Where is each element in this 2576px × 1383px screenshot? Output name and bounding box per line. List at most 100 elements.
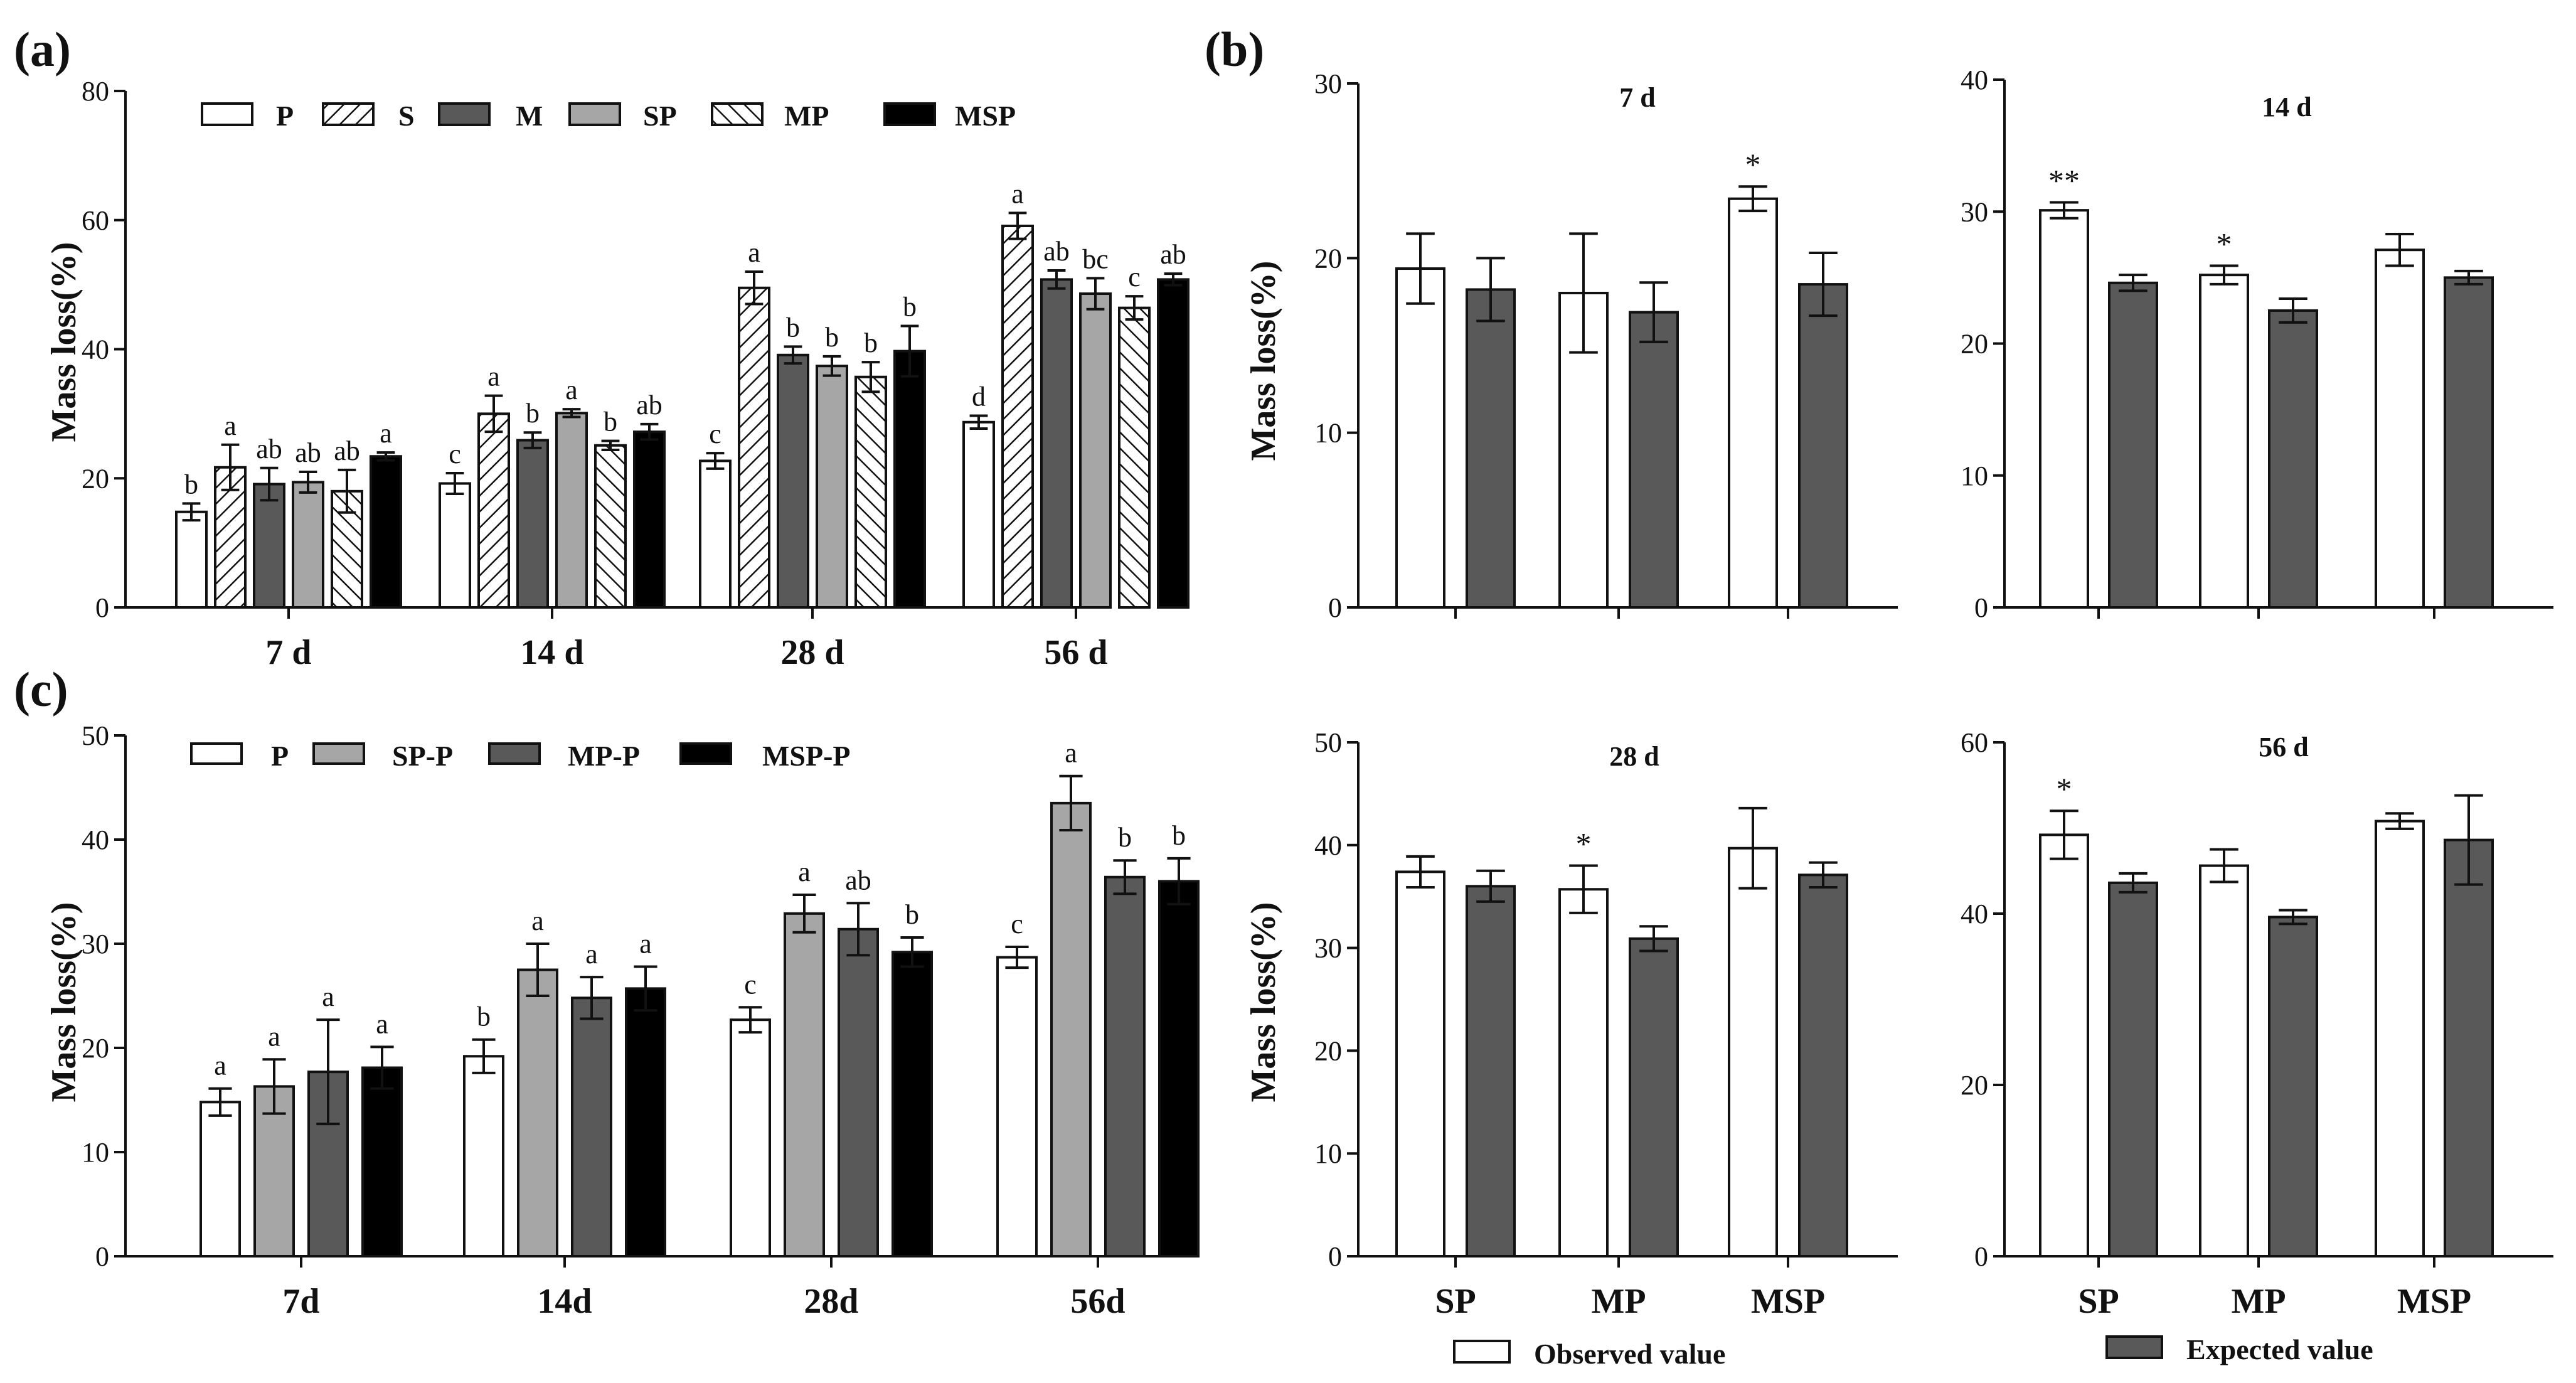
sig-letter-a-s-28-d: a: [748, 237, 760, 268]
sig-letter-c-p-7d: a: [214, 1050, 226, 1081]
y-tick-label-b1-30: 30: [1314, 68, 1342, 99]
bar-a-p-7-d: [175, 510, 208, 609]
bar-c-p-14d: [463, 1055, 504, 1258]
y-tick-label-b2-0: 0: [1974, 592, 1988, 623]
bar-b4-expected-value-sp: [2108, 881, 2158, 1258]
y-tick-label-b3-0: 0: [1328, 1241, 1342, 1272]
x-tick-label-b4-mp: MP: [2231, 1282, 2286, 1321]
bar-b4-expected-value-mp: [2268, 916, 2318, 1258]
y-tick-label-b4-60: 60: [1961, 727, 1988, 758]
bar-a-s-28-d: [738, 286, 770, 609]
sig-letter-a-sp-56-d: bc: [1082, 243, 1109, 274]
legend-swatch-observed: [1453, 1340, 1511, 1364]
panel-label-b: (b): [1205, 22, 1264, 77]
subplot-title-14d: 14 d: [2262, 92, 2311, 122]
bar-a-sp-56-d: [1079, 292, 1112, 609]
y-tick-label-c-40: 40: [82, 825, 109, 855]
legend-swatch-m: [438, 102, 491, 126]
sig-star-b2-observed-value-mp: *: [2217, 226, 2232, 261]
legend-label-msp-p: MSP-P: [762, 740, 851, 772]
legend-label-m: M: [516, 100, 543, 132]
bar-b3-observed-value-msp: [1728, 846, 1778, 1258]
legend-a: P S M SP MP MSP: [201, 100, 1016, 132]
bar-a-msp-7-d: [370, 455, 402, 609]
x-tick-label-b4-msp: MSP: [2397, 1282, 2471, 1321]
legend-label-mp-p: MP-P: [568, 740, 640, 772]
bar-b3-expected-value-msp: [1798, 873, 1848, 1258]
bar-c-sp-p-56d: [1050, 801, 1092, 1258]
sig-letter-a-m-56-d: ab: [1043, 236, 1070, 267]
sig-letter-c-mp-p-28d: ab: [845, 865, 871, 895]
sig-letter-c-msp-p-7d: a: [376, 1008, 388, 1039]
sig-star-b1-observed-value-msp: *: [1745, 147, 1761, 182]
y-axis-label-c: Mass loss(%): [45, 902, 83, 1103]
sig-letter-c-sp-p-56d: a: [1065, 738, 1077, 769]
y-axis-label-a: Mass loss(%): [45, 242, 83, 442]
chart-panel-b: (b) 7 d 14 d 28 d 56 d Mass loss(%) Mass…: [1205, 22, 2553, 1370]
bar-c-msp-p-7d: [361, 1066, 403, 1258]
y-tick-label-a-20: 20: [82, 463, 109, 494]
bar-b1-expected-value-sp: [1466, 288, 1516, 609]
y-tick-label-c-10: 10: [82, 1137, 109, 1168]
bar-b2-observed-value-sp: [2039, 209, 2089, 609]
subplot-title-7d: 7 d: [1619, 82, 1655, 113]
sig-letter-a-p-7-d: b: [184, 469, 198, 499]
bar-b1-observed-value-sp: [1395, 267, 1445, 609]
y-tick-label-b1-0: 0: [1328, 592, 1342, 623]
bar-b4-observed-value-sp: [2039, 833, 2089, 1258]
sig-letter-a-mp-28-d: b: [864, 328, 878, 358]
bar-b4-expected-value-msp: [2444, 838, 2494, 1258]
bar-a-msp-14-d: [633, 430, 666, 609]
chart-panel-a: (a) Mass loss(%) P S M SP MP MSP 0 20 40 60…: [14, 22, 1190, 672]
x-tick-label-b3-sp: SP: [1435, 1282, 1476, 1321]
legend-swatch-expected: [2105, 1335, 2163, 1359]
y-tick-label-a-40: 40: [82, 334, 109, 365]
sig-letter-c-p-56d: c: [1011, 909, 1023, 939]
bar-a-sp-14-d: [555, 412, 588, 609]
subplot-title-28d: 28 d: [1609, 741, 1659, 772]
legend-label-expected: Expected value: [2186, 1333, 2373, 1365]
sig-letter-a-sp-7-d: ab: [295, 437, 321, 468]
sig-letter-c-p-14d: b: [477, 1001, 491, 1032]
bar-c-mp-p-28d: [838, 927, 879, 1258]
bar-a-m-14-d: [516, 439, 549, 609]
legend-swatch-mp: [711, 102, 764, 126]
bar-a-p-56-d: [962, 420, 995, 609]
sig-letter-a-p-14-d: c: [449, 439, 461, 469]
legend-swatch-s: [322, 102, 375, 126]
legend-label-msp: MSP: [955, 100, 1016, 132]
bar-b2-expected-value-sp: [2108, 281, 2158, 609]
y-tick-label-b4-40: 40: [1961, 899, 1988, 929]
y-tick-label-a-80: 80: [82, 76, 109, 107]
sig-letter-a-m-7-d: ab: [256, 434, 282, 464]
y-tick-label-c-0: 0: [95, 1241, 109, 1272]
sig-letter-c-msp-p-28d: b: [905, 899, 919, 930]
bar-a-p-28-d: [699, 459, 732, 609]
legend-label-sp: SP: [643, 100, 677, 132]
sig-letter-a-s-56-d: a: [1011, 178, 1024, 209]
x-tick-label-a-7-d: 7 d: [265, 633, 311, 672]
legend-swatch-p: [190, 742, 243, 765]
sig-letter-c-p-28d: c: [744, 969, 757, 1000]
y-tick-label-b3-20: 20: [1314, 1035, 1342, 1066]
bar-a-mp-14-d: [594, 444, 627, 609]
sig-letter-c-mp-p-7d: a: [322, 981, 334, 1012]
sig-star-b4-observed-value-sp: *: [2057, 771, 2072, 806]
bar-a-mp-28-d: [854, 375, 887, 609]
bar-a-s-14-d: [477, 412, 510, 609]
legend-b: Observed value Expected value: [1453, 1333, 2373, 1370]
sig-letter-a-mp-14-d: b: [604, 407, 617, 437]
sig-letter-c-msp-p-14d: a: [639, 929, 652, 959]
y-tick-label-b2-30: 30: [1961, 196, 1988, 227]
y-axis-label-b-bottom: Mass loss(%): [1244, 902, 1283, 1103]
sig-letter-c-sp-p-28d: a: [798, 857, 811, 887]
legend-label-observed: Observed value: [1534, 1338, 1725, 1370]
bar-c-msp-p-28d: [891, 951, 933, 1258]
bar-b3-observed-value-mp: [1558, 888, 1609, 1258]
subplot-title-56d: 56 d: [2259, 732, 2308, 762]
x-tick-label-c-56d: 56d: [1070, 1282, 1125, 1321]
bar-b3-expected-value-sp: [1466, 885, 1516, 1258]
bar-b1-expected-value-msp: [1798, 283, 1848, 609]
legend-swatch-sp-p: [312, 742, 365, 765]
